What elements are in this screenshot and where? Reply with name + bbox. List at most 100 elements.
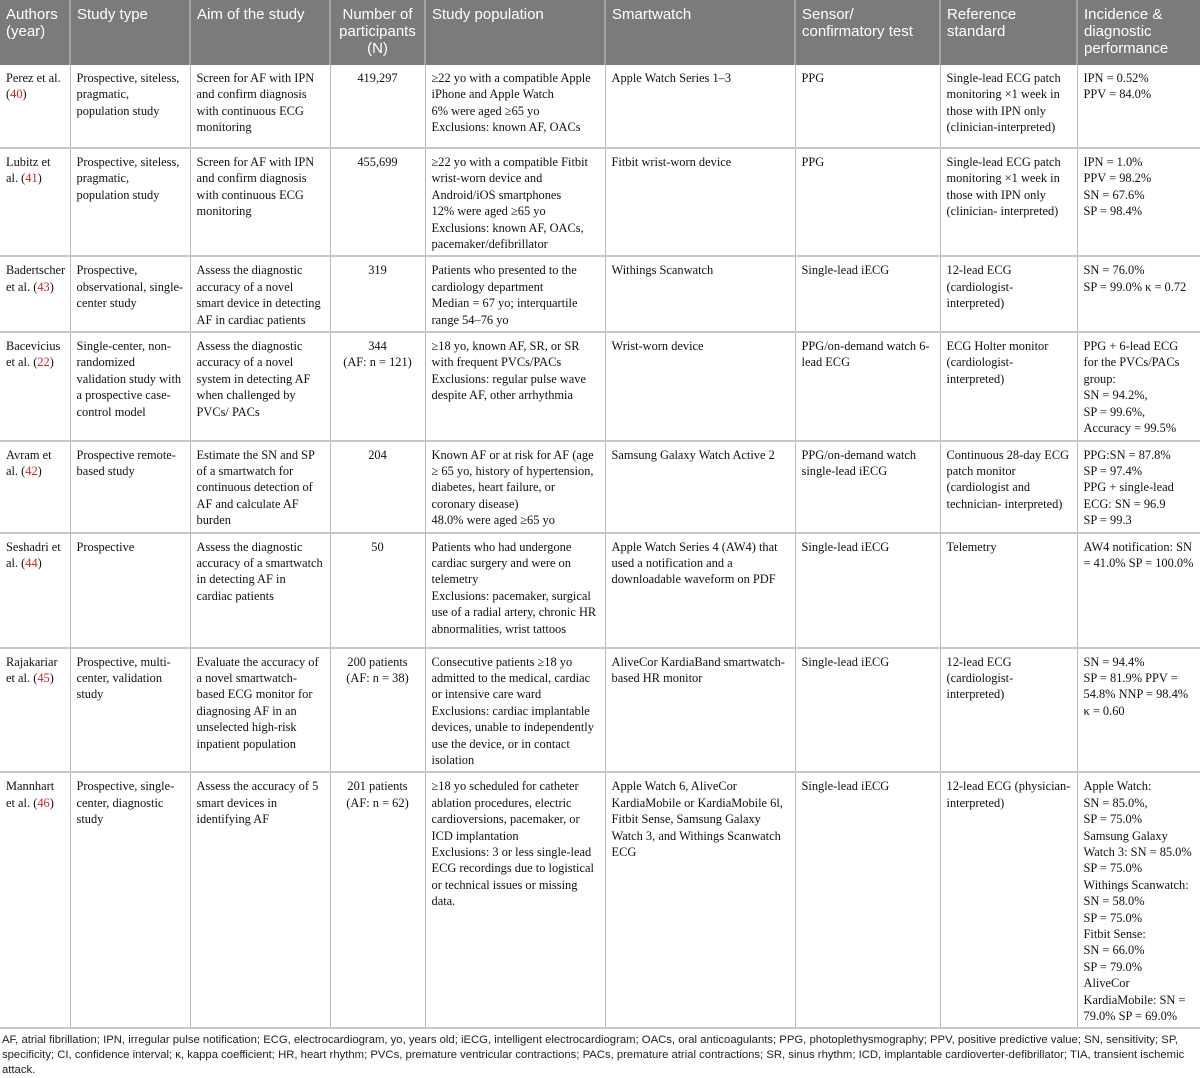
studies-table: Authors (year) Study type Aim of the stu… [0, 0, 1200, 1030]
cell-performance: IPN = 0.52% PPV = 84.0% [1077, 65, 1200, 149]
cell-aim: Screen for AF with IPN and confirm diagn… [190, 65, 331, 149]
header-aim: Aim of the study [190, 0, 331, 65]
cell-performance: IPN = 1.0% PPV = 98.2% SN = 67.6% SP = 9… [1077, 148, 1200, 258]
cell-aim: Assess the diagnostic accuracy of a smar… [190, 532, 331, 649]
cell-smartwatch: Samsung Galaxy Watch Active 2 [605, 440, 796, 534]
cell-reference: 12-lead ECG (cardiologist-interpreted) [940, 256, 1078, 334]
reference-link[interactable]: 41 [25, 171, 38, 186]
cell-aim: Assess the diagnostic accuracy of a nove… [190, 332, 331, 442]
cell-performance: AW4 notification: SN = 41.0% SP = 100.0% [1077, 532, 1200, 649]
author-name: Lubitz et al. [6, 155, 51, 186]
cell-performance: Apple Watch: SN = 85.0%, SP = 75.0% Sams… [1077, 772, 1200, 1030]
header-population: Study population [425, 0, 606, 65]
cell-smartwatch: Apple Watch Series 4 (AW4) that used a n… [605, 532, 796, 649]
cell-study-type: Prospective, siteless, pragmatic, popula… [70, 65, 191, 149]
header-sensor: Sensor/ confirmatory test [795, 0, 941, 65]
header-authors: Authors (year) [0, 0, 71, 65]
cell-study-type: Prospective remote-based study [70, 440, 191, 534]
table-row: Bacevicius et al. (22) Single-center, non… [0, 332, 1200, 442]
cell-population: ≥18 yo scheduled for catheter ablation p… [425, 772, 606, 1030]
author-name: Seshadri et al. [6, 539, 61, 570]
cell-smartwatch: Fitbit wrist-worn device [605, 148, 796, 258]
table-row: Rajakariar et al. (45) Prospective, multi… [0, 647, 1200, 774]
cell-participants: 455,699 [330, 148, 426, 258]
cell-performance: PPG + 6-lead ECG for the PVCs/PACs group… [1077, 332, 1200, 442]
cell-study-type: Prospective, single-center, diagnostic s… [70, 772, 191, 1030]
cell-sensor: PPG [795, 148, 941, 258]
cell-population: ≥18 yo, known AF, SR, or SR with frequen… [425, 332, 606, 442]
cell-participants: 204 [330, 440, 426, 534]
cell-sensor: PPG [795, 65, 941, 149]
table-row: Mannhart et al. (46) Prospective, single-… [0, 772, 1200, 1030]
author-name: Badertscher et al. [6, 263, 66, 294]
cell-reference: Continuous 28-day ECG patch monitor (car… [940, 440, 1078, 534]
cell-performance: PPG:SN = 87.8% SP = 97.4% PPG + single-l… [1077, 440, 1200, 534]
cell-smartwatch: Apple Watch Series 1–3 [605, 65, 796, 149]
cell-population: Consecutive patients ≥18 yo admitted to … [425, 647, 606, 774]
cell-participants: 419,297 [330, 65, 426, 149]
cell-smartwatch: Wrist-worn device [605, 332, 796, 442]
cell-smartwatch: Withings Scanwatch [605, 256, 796, 334]
cell-smartwatch: AliveCor KardiaBand smartwatch-based HR … [605, 647, 796, 774]
table-row: Lubitz et al. (41) Prospective, siteless,… [0, 148, 1200, 258]
table-row: Perez et al. (40) Prospective, siteless, … [0, 65, 1200, 149]
cell-author: Avram et al. (42) [0, 440, 71, 534]
cell-aim: Screen for AF with IPN and confirm diagn… [190, 148, 331, 258]
author-name: Mannhart et al. [6, 779, 55, 810]
cell-reference: ECG Holter monitor (cardiologist- interp… [940, 332, 1078, 442]
cell-participants: 344 (AF: n = 121) [330, 332, 426, 442]
cell-participants: 200 patients (AF: n = 38) [330, 647, 426, 774]
cell-population: Patients who had undergone cardiac surge… [425, 532, 606, 649]
header-performance: Incidence & diagnostic performance [1077, 0, 1200, 65]
header-smartwatch: Smartwatch [605, 0, 796, 65]
cell-aim: Assess the accuracy of 5 smart devices i… [190, 772, 331, 1030]
table-row: Avram et al. (42) Prospective remote-base… [0, 440, 1200, 534]
cell-performance: SN = 94.4% SP = 81.9% PPV = 54.8% NNP = … [1077, 647, 1200, 774]
cell-population: ≥22 yo with a compatible Fitbit wrist-wo… [425, 148, 606, 258]
header-participants: Number of participants (N) [330, 0, 426, 65]
cell-smartwatch: Apple Watch 6, AliveCor KardiaMobile or … [605, 772, 796, 1030]
cell-performance: SN = 76.0% SP = 99.0% κ = 0.72 [1077, 256, 1200, 334]
cell-study-type: Prospective [70, 532, 191, 649]
table-body: Perez et al. (40) Prospective, siteless, … [0, 65, 1200, 1030]
table-footnote: AF, atrial fibrillation; IPN, irregular … [2, 1034, 1185, 1077]
reference-link[interactable]: 22 [37, 355, 50, 370]
cell-participants: 319 [330, 256, 426, 334]
cell-study-type: Single-center, non-randomized validation… [70, 332, 191, 442]
author-name: Perez et al. [6, 71, 61, 85]
reference-link[interactable]: 45 [37, 670, 50, 685]
cell-participants: 201 patients (AF: n = 62) [330, 772, 426, 1030]
cell-sensor: Single-lead iECG [795, 532, 941, 649]
reference-link[interactable]: 44 [25, 555, 38, 570]
author-name: Avram et al. [6, 447, 52, 478]
header-row: Authors (year) Study type Aim of the stu… [0, 0, 1200, 65]
cell-author: Badertscher et al. (43) [0, 256, 71, 334]
cell-author: Bacevicius et al. (22) [0, 332, 71, 442]
cell-author: Lubitz et al. (41) [0, 148, 71, 258]
cell-population: Known AF or at risk for AF (age ≥ 65 yo,… [425, 440, 606, 534]
cell-aim: Estimate the SN and SP of a smartwatch f… [190, 440, 331, 534]
reference-link[interactable]: 43 [37, 279, 50, 294]
header-reference: Reference standard [940, 0, 1078, 65]
cell-population: Patients who presented to the cardiology… [425, 256, 606, 334]
cell-reference: Single-lead ECG patch monitoring ×1 week… [940, 148, 1078, 258]
cell-study-type: Prospective, multi-center, validation st… [70, 647, 191, 774]
reference-link[interactable]: 46 [37, 795, 50, 810]
cell-aim: Assess the diagnostic accuracy of a nove… [190, 256, 331, 334]
cell-sensor: PPG/on-demand watch single-lead iECG [795, 440, 941, 534]
cell-sensor: PPG/on-demand watch 6-lead ECG [795, 332, 941, 442]
author-name: Rajakariar et al. [6, 654, 58, 685]
reference-link[interactable]: 42 [25, 463, 38, 478]
cell-sensor: Single-lead iECG [795, 772, 941, 1030]
cell-author: Seshadri et al. (44) [0, 532, 71, 649]
cell-author: Perez et al. (40) [0, 65, 71, 149]
cell-sensor: Single-lead iECG [795, 256, 941, 334]
header-study-type: Study type [70, 0, 191, 65]
cell-reference: 12-lead ECG (cardiologist- interpreted) [940, 647, 1078, 774]
cell-participants: 50 [330, 532, 426, 649]
cell-study-type: Prospective, observational, single-cente… [70, 256, 191, 334]
reference-link[interactable]: 40 [10, 87, 23, 102]
cell-reference: Telemetry [940, 532, 1078, 649]
table-row: Seshadri et al. (44) Prospective Assess th… [0, 532, 1200, 649]
cell-sensor: Single-lead iECG [795, 647, 941, 774]
